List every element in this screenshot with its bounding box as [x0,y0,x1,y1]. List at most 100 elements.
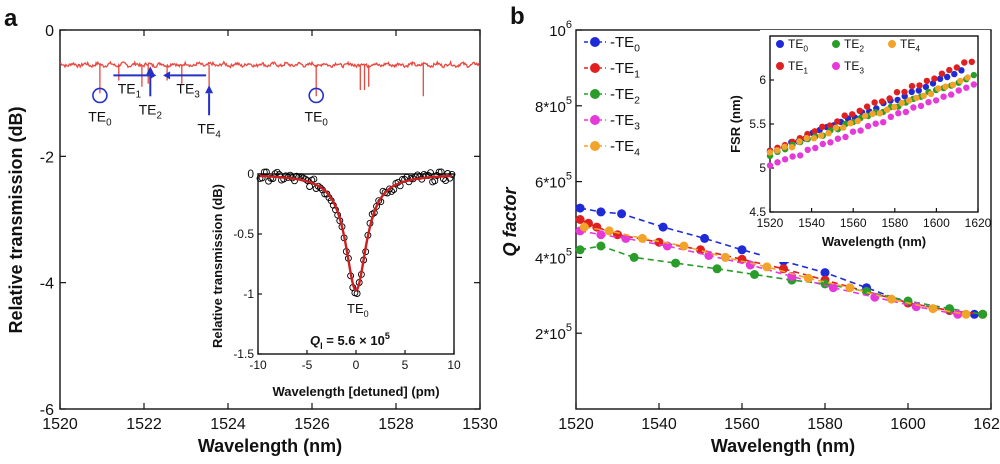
legend-label-te3: -TE3 [610,112,640,133]
b-ytick-exp: 5 [566,95,572,107]
inset-dip-label: TE0 [347,301,369,319]
inset-point-te4 [949,81,957,89]
legend-marker-te2 [590,89,600,99]
inset-point-te4 [818,132,825,139]
b-xtick-label: 1560 [724,416,760,433]
inset-q-value: = 5.6 × 10 [323,333,385,348]
b-ytick-exp: 5 [566,322,572,334]
inset-point-te0 [936,75,944,83]
inset-point-te1 [819,123,826,130]
bi-ytick-label: 5 [759,161,766,175]
inset-legend-label-te4-base: TE [900,37,915,51]
legend-label-te2-base: -TE [610,86,634,103]
annotation-te3: TE3 [176,80,200,100]
series-point-te2 [596,241,606,251]
inset-point-te3 [781,156,789,163]
b-ytick-exp: 5 [566,171,572,183]
b-xtick-label: 1600 [890,416,926,433]
annotation-te0-base: TE [88,108,106,124]
legend-marker-te0 [590,37,600,47]
inset-point-te4 [774,147,781,154]
annotation-te0: TE0 [305,108,329,128]
inset-point-te4 [883,106,891,113]
inset-dip-label-sub: 0 [364,309,369,319]
inset-legend-marker-te4 [888,40,896,48]
b-ytick-label: 106 [549,19,572,40]
inset-point-te1 [878,98,886,105]
inset-point-te1 [834,118,841,125]
inset-point-te3 [797,152,804,159]
series-point-te3 [911,302,921,312]
inset-point-te4 [898,99,905,107]
annotation-te4: TE4 [197,120,221,140]
series-point-te0 [700,233,710,243]
annotation-te0-base: TE [305,108,323,124]
inset-point-te3 [834,135,842,142]
inset-point-te1 [916,82,923,89]
legend-marker-te1 [590,63,600,73]
panel-a-inset: -10 -5 0 5 100-0.5-1-1.5 TE0 Ql = 5.6 × 105 … [210,167,461,399]
series-point-te0 [617,209,627,219]
b-ytick-mantissa: 10 [549,23,566,40]
legend-label-te1: -TE1 [610,60,640,81]
inset-legend-label-te3: TE3 [844,59,864,76]
bi-xtick-label: 1620 [965,216,992,230]
series-line-te2 [579,245,983,316]
inset-point-te0 [944,73,951,81]
inset-point-te2 [970,71,977,79]
series-point-te3 [596,230,606,240]
inset-point-te0 [908,88,915,96]
annotation-te1-base: TE [118,80,136,96]
panel-b-inset-y-label: FSR (nm) [728,95,743,153]
bi-xtick-label: 1540 [798,216,825,230]
inset-point-te3 [955,87,962,94]
a-xtick-label: 1522 [126,416,162,433]
inset-point-te1 [931,75,938,82]
inset-legend-marker-te3 [832,62,840,70]
inset-q-symbol: Q [310,333,320,348]
series-point-te4 [762,262,772,272]
series-point-te4 [886,294,896,304]
a-xtick-label: 1526 [294,416,330,433]
series-point-te4 [803,273,813,283]
inset-data-point [316,184,324,192]
inset-point-te1 [923,77,931,85]
series-point-te1 [696,245,705,255]
annotation-circle [308,87,325,104]
inset-dip-label-base: TE [347,301,364,316]
inset-legend-marker-te1 [776,62,784,70]
series-point-te0 [820,268,830,278]
legend-label-te3-base: -TE [610,112,634,129]
ai-ytick-label: -1.5 [233,347,254,361]
panel-b-ticks: 1520154015601580160016202*1054*1056*1058… [535,19,1000,433]
panel-a-inset-y-label: Relative transmission (dB) [210,184,225,348]
panel-a-y-label: Relative transmission (dB) [6,106,26,333]
inset-point-te3 [789,153,796,160]
panel-b-y-label: Q factor [500,187,520,257]
series-point-te1 [575,215,585,224]
panel-b-label: b [510,3,525,30]
panel-a-frame [59,29,481,410]
legend-label-te4: -TE4 [610,138,640,159]
inset-point-te1 [856,107,863,115]
inset-legend-marker-te2 [832,40,840,48]
inset-data-point [427,169,434,177]
panel-b-legend: -TE0-TE1-TE2-TE3-TE4 [584,34,640,159]
ai-xtick-label: 0 [353,358,360,372]
series-point-te0 [737,245,747,255]
inset-data-point [314,182,322,190]
series-point-te3 [662,241,672,251]
inset-point-te1 [893,89,901,96]
inset-point-te4 [927,90,935,98]
panel-a-x-label: Wavelength (nm) [198,436,342,456]
inset-point-te1 [946,66,953,74]
inset-point-te1 [871,99,878,106]
series-point-te3 [621,233,631,243]
inset-point-te3 [940,93,947,100]
series-point-te4 [961,309,971,319]
series-point-te4 [604,226,614,236]
annotation-circle [92,87,108,104]
ai-ytick-label: -1 [243,287,254,301]
inset-point-te4 [788,144,796,151]
